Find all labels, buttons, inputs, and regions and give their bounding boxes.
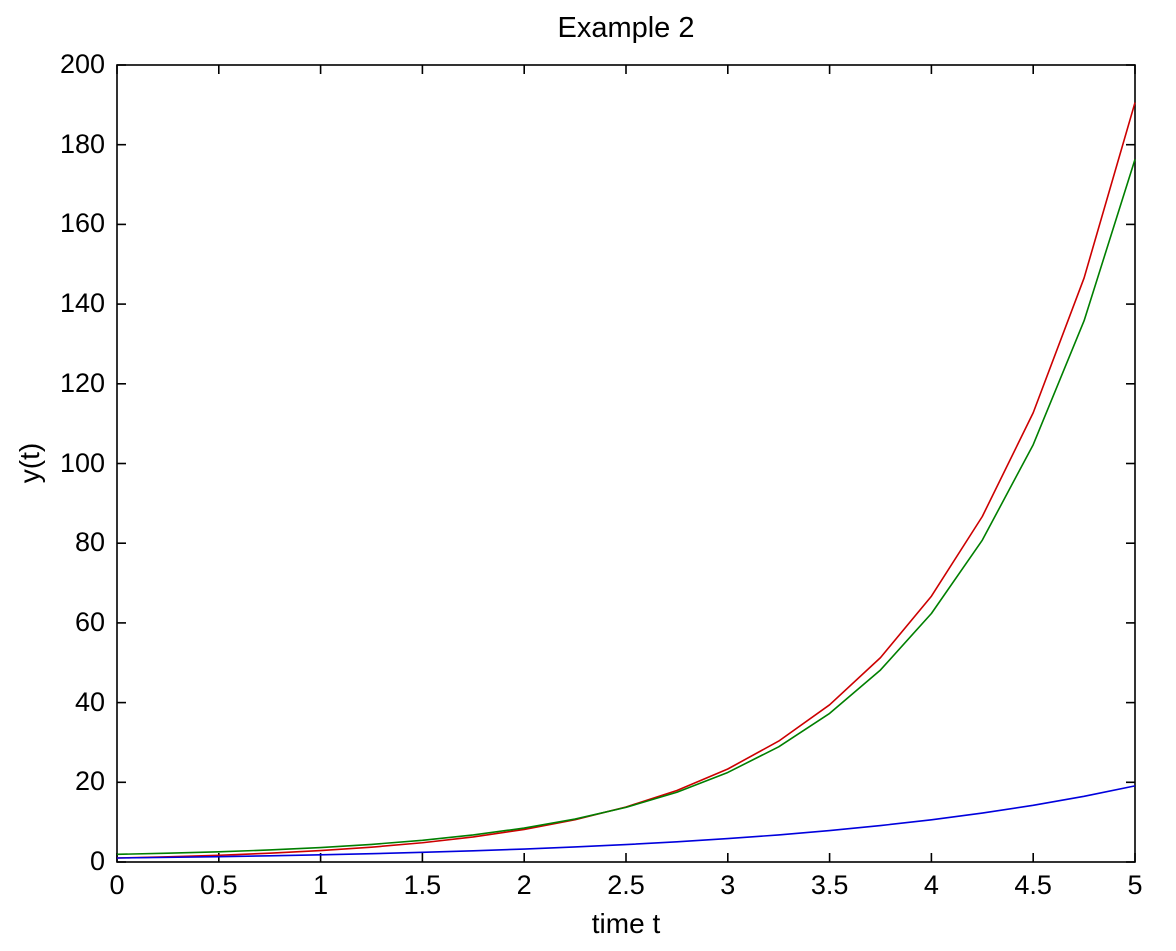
y-tick-label: 80 — [74, 527, 105, 558]
x-tick-label: 3.5 — [810, 870, 849, 900]
x-tick-label: 3 — [720, 870, 736, 900]
x-tick-label: 1.5 — [403, 870, 442, 900]
y-tick-label: 100 — [59, 447, 105, 478]
x-tick-label: 4.5 — [1014, 870, 1052, 900]
x-axis-label: time t — [591, 908, 661, 939]
y-tick-label: 20 — [74, 766, 105, 797]
blue-curve — [116, 785, 1136, 859]
axis-box — [116, 64, 1136, 863]
x-tick-label: 0.5 — [200, 870, 238, 900]
x-tick-label: 5 — [1127, 870, 1143, 900]
chart-title: Example 2 — [557, 12, 695, 44]
x-tick-label: 1 — [313, 870, 329, 900]
y-tick-label: 180 — [59, 128, 105, 159]
x-tick-label: 0 — [109, 870, 125, 900]
x-tick-label: 2.5 — [607, 870, 645, 900]
red-curve — [116, 102, 1136, 859]
y-tick-label: 140 — [59, 288, 105, 319]
y-tick-label: 60 — [74, 606, 105, 637]
y-tick-label: 0 — [89, 846, 105, 876]
green-curve — [116, 159, 1136, 856]
y-tick-label: 40 — [74, 686, 105, 717]
y-tick-label: 200 — [59, 49, 105, 79]
x-tick-label: 4 — [923, 870, 939, 900]
x-tick-label: 2 — [516, 870, 532, 900]
y-tick-label: 160 — [59, 208, 105, 239]
y-tick-label: 120 — [59, 367, 105, 398]
